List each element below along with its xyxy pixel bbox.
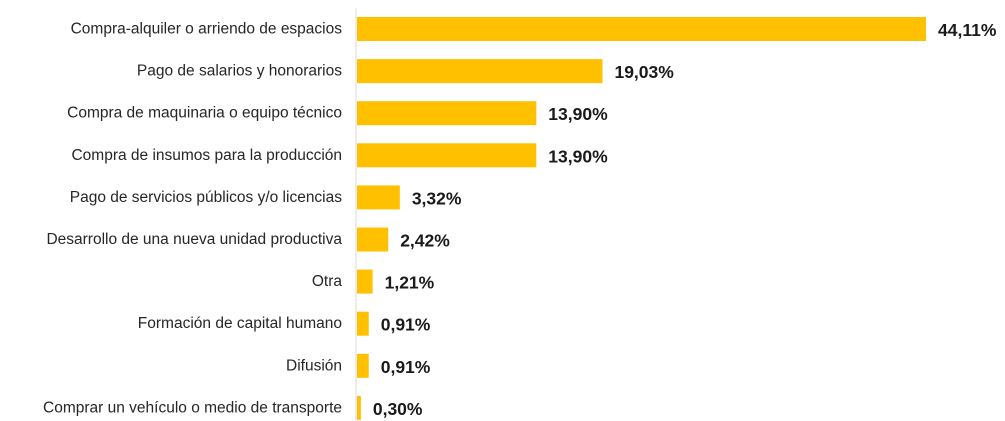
category-label: Compra-alquiler o arriendo de espacios (71, 21, 343, 38)
value-label: 2,42% (400, 231, 450, 251)
bar-row: Formación de capital humano 0,91% (138, 311, 431, 336)
value-label: 13,90% (548, 146, 608, 166)
bar (357, 311, 369, 336)
bars-layer: Compra-alquiler o arriendo de espacios 44… (43, 17, 997, 420)
bar-row: Pago de salarios y honorarios 19,03% (137, 59, 674, 84)
bar-row: Compra de insumos para la producción 13,9… (71, 143, 608, 168)
bar-row: Compra de maquinaria o equipo técnico 13,… (67, 101, 608, 126)
bar (357, 227, 389, 252)
bar (357, 143, 537, 168)
bar-row: Desarrollo de una nueva unidad productiv… (46, 227, 450, 252)
value-label: 13,90% (548, 104, 608, 124)
bar (357, 185, 400, 210)
bar-row: Comprar un vehículo o medio de transport… (43, 395, 423, 420)
bar (357, 17, 926, 41)
bar (357, 101, 537, 126)
bar (357, 59, 603, 84)
category-label: Formación de capital humano (138, 315, 342, 332)
category-label: Pago de servicios públicos y/o licencias (70, 189, 342, 206)
category-label: Desarrollo de una nueva unidad productiv… (46, 231, 342, 248)
value-label: 0,91% (381, 315, 431, 335)
category-label: Comprar un vehículo o medio de transport… (43, 399, 342, 416)
category-label: Pago de salarios y honorarios (137, 63, 342, 80)
bar-row: Compra-alquiler o arriendo de espacios 44… (71, 17, 997, 41)
value-label: 1,21% (385, 273, 435, 293)
bar (357, 269, 373, 294)
value-label: 3,32% (412, 188, 462, 208)
bar (357, 395, 361, 420)
category-label: Difusión (286, 357, 342, 374)
value-label: 0,91% (381, 357, 431, 377)
value-label: 0,30% (373, 399, 423, 419)
category-label: Otra (312, 273, 343, 290)
category-label: Compra de maquinaria o equipo técnico (67, 105, 342, 122)
bar-row: Otra 1,21% (312, 269, 435, 294)
value-label: 19,03% (614, 62, 674, 82)
bar-row: Pago de servicios públicos y/o licencias… (70, 185, 462, 210)
value-label: 44,11% (938, 20, 997, 40)
category-label: Compra de insumos para la producción (71, 147, 342, 164)
bar-row: Difusión 0,91% (286, 353, 431, 378)
bar (357, 353, 369, 378)
